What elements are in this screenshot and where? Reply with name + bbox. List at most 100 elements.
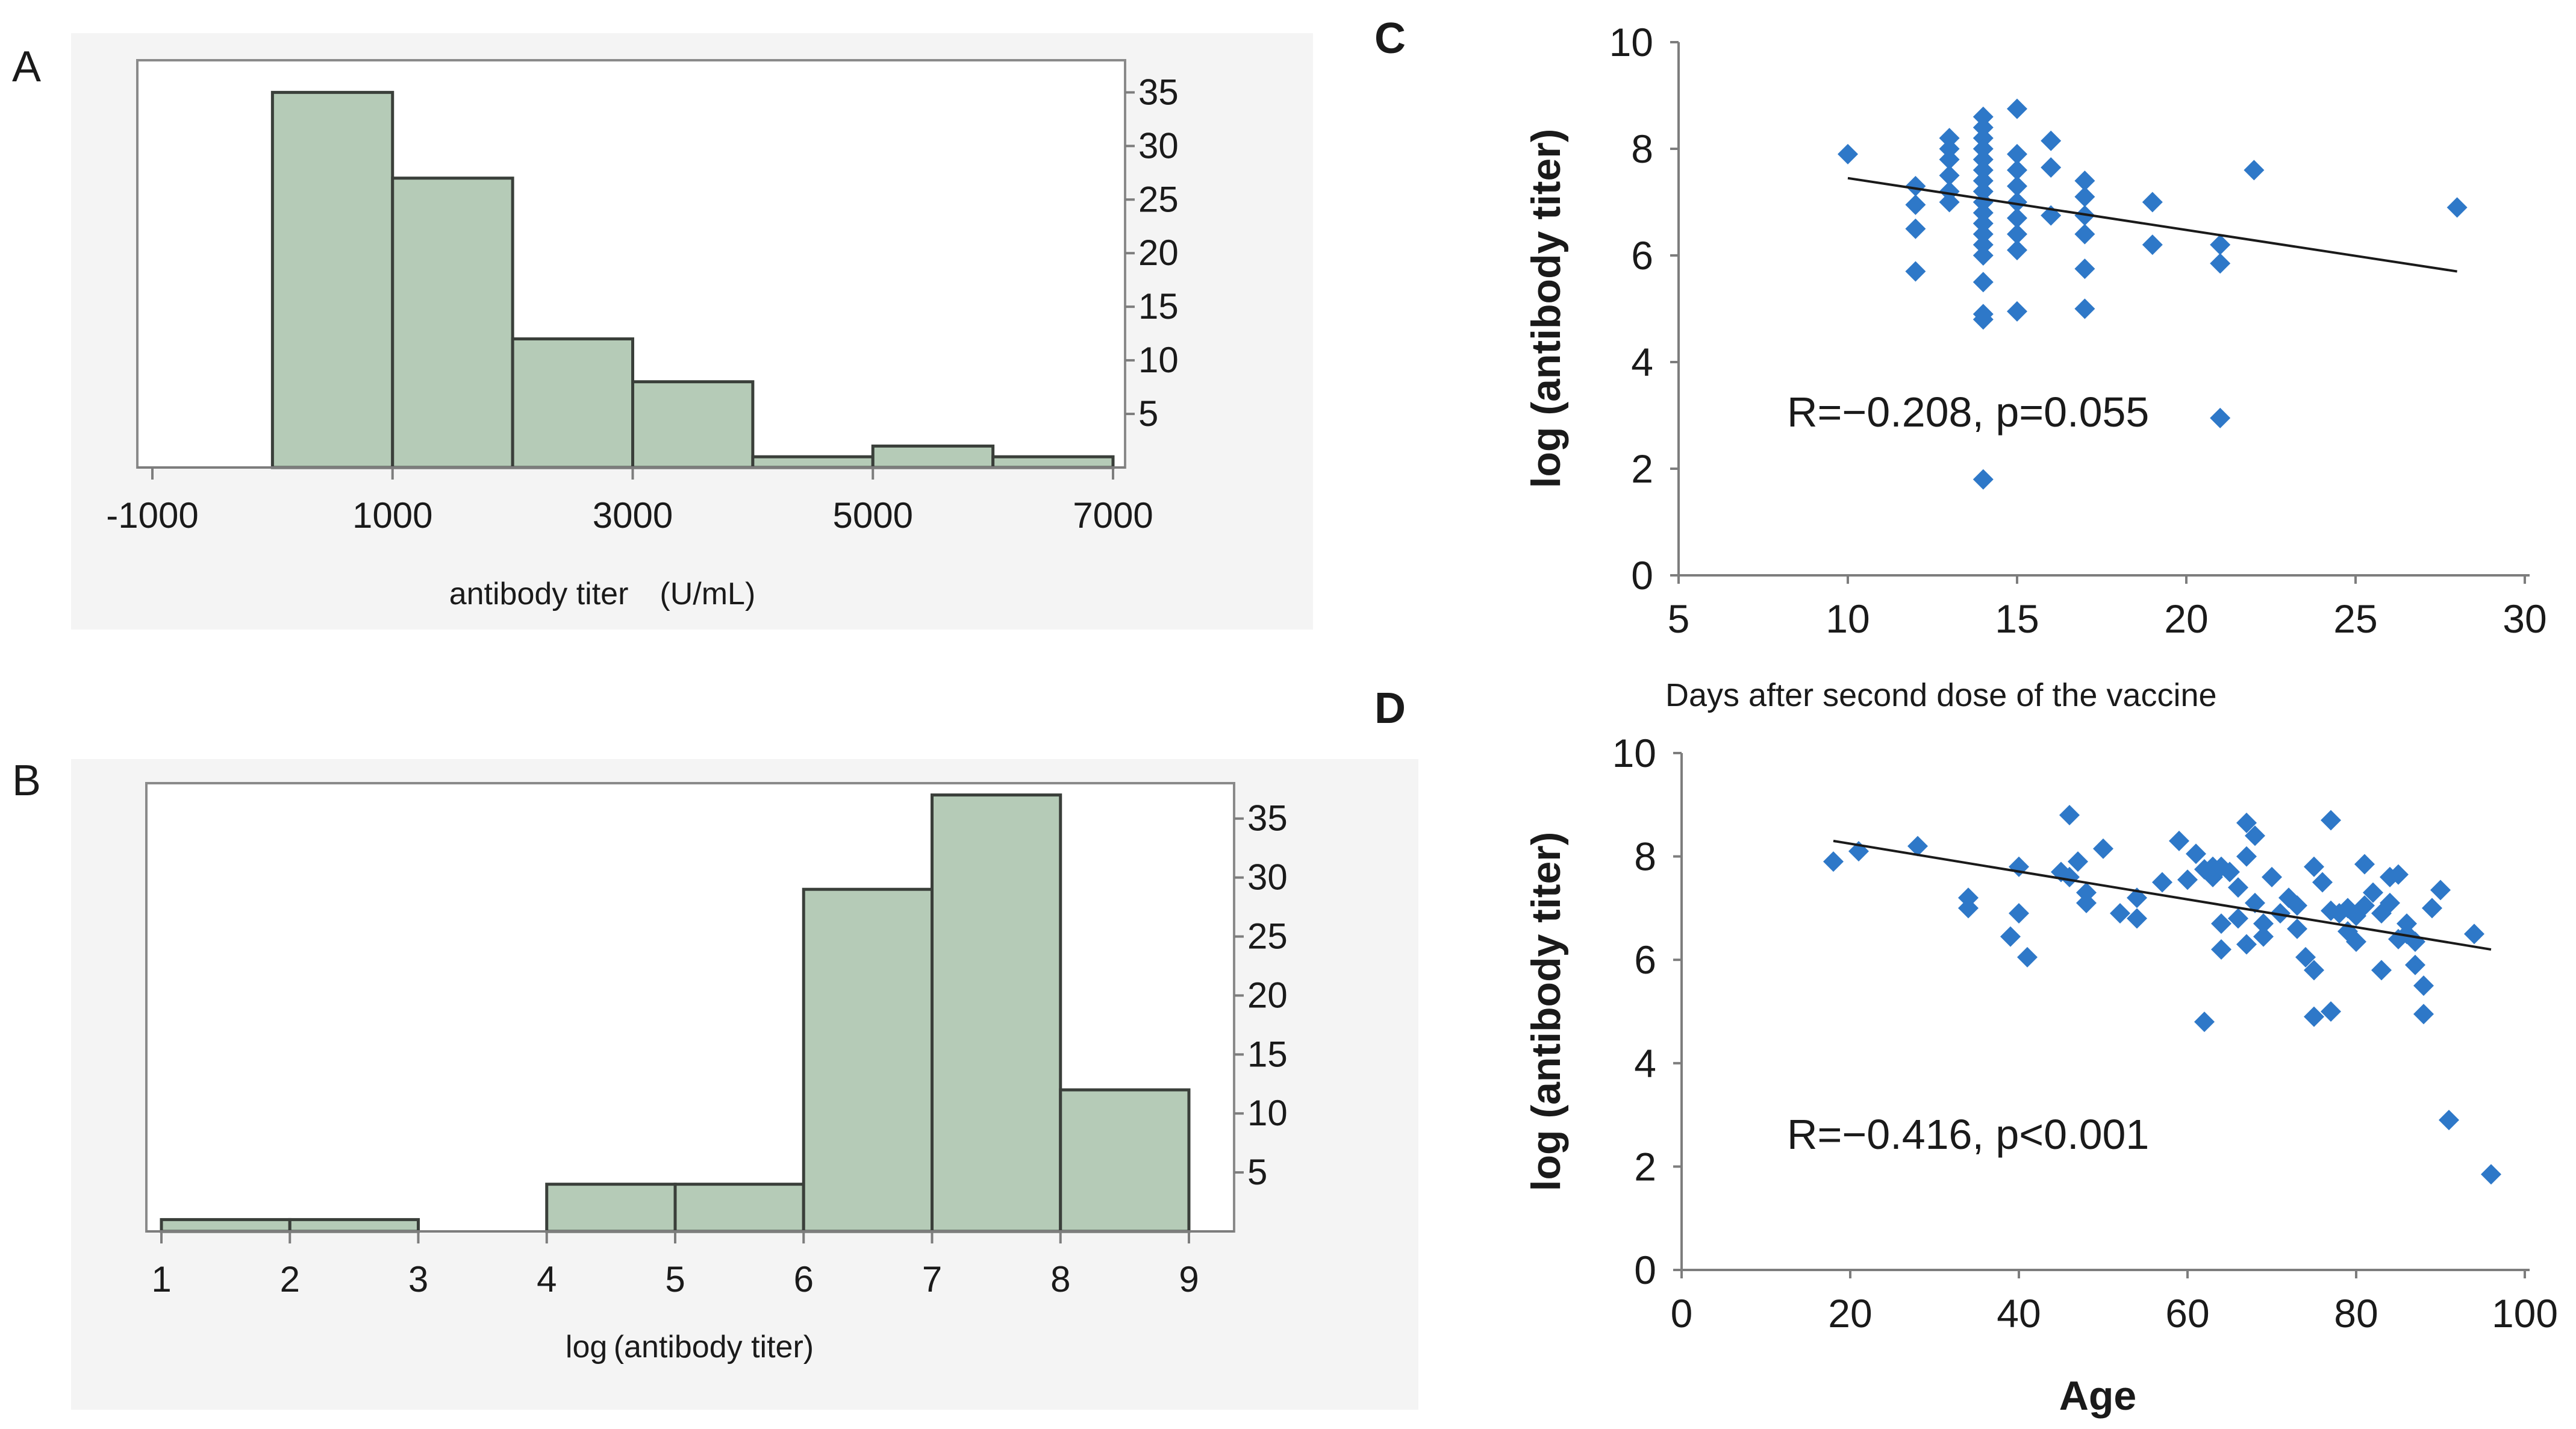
- panel-c-point-33: [2007, 192, 2027, 213]
- panel-c-point-8: [1939, 165, 1960, 186]
- panel-c-point-48: [2142, 234, 2163, 255]
- panel-d-point-32: [2228, 877, 2248, 898]
- panel-c-label: C: [1374, 14, 1406, 63]
- panel-d-y-tick-label-4: 8: [1634, 834, 1656, 879]
- panel-b-y-tick-label-2: 15: [1247, 1034, 1288, 1074]
- panel-a-x-tick-label-4: 7000: [1073, 495, 1153, 536]
- panel-d-x-tick-label-4: 80: [2334, 1291, 2378, 1336]
- panel-c-point-27: [1973, 309, 1994, 330]
- panel-c-point-12: [1973, 117, 1994, 138]
- panel-d-point-15: [2093, 838, 2113, 859]
- panel-d: D 0 2 4 6 8 10 0 20 40 60 80 100 R=−0.416, p<0.001…: [1374, 684, 2558, 1419]
- panel-d-point-46: [2295, 946, 2316, 968]
- panel-d-point-11: [2059, 866, 2080, 887]
- panel-d-point-18: [2127, 908, 2147, 929]
- panel-a-y-tick-label-2: 15: [1138, 286, 1179, 327]
- panel-b-x-tick-label-7: 8: [1050, 1259, 1070, 1299]
- panel-b-label: B: [12, 757, 41, 805]
- panel-a-bar-5: [871, 444, 995, 469]
- panel-c-point-28: [1973, 469, 1994, 490]
- panel-b-y-tick-label-1: 10: [1247, 1093, 1288, 1133]
- panel-d-point-3: [1958, 887, 1979, 908]
- panel-c-point-0: [1838, 143, 1858, 164]
- panel-b-bar-5: [931, 793, 1062, 1233]
- panel-c-x-tick-label-1: 10: [1826, 596, 1870, 641]
- panel-c-y-tick-label-2: 4: [1631, 340, 1653, 384]
- panel-d-point-34: [2236, 812, 2257, 833]
- panel-d-label: D: [1374, 684, 1406, 733]
- panel-c-point-51: [2210, 407, 2231, 428]
- panel-c-point-1: [1905, 175, 1926, 196]
- panel-d-point-37: [2245, 892, 2265, 913]
- panel-d-y-tick-label-5: 10: [1612, 731, 1656, 775]
- panel-d-point-40: [2253, 926, 2274, 947]
- panel-b-bar-3: [673, 1183, 805, 1233]
- panel-c-y-axis-label: log (antibody titer): [1523, 129, 1569, 489]
- panel-d-point-76: [2439, 1110, 2459, 1131]
- panel-c-point-52: [2244, 160, 2265, 181]
- panel-b-x-tick-label-0: 1: [151, 1259, 171, 1299]
- panel-a-x-tick-label-0: -1000: [106, 495, 198, 536]
- panel-a-y-tick-label-0: 5: [1138, 393, 1158, 434]
- panel-b-x-tick-label-1: 2: [280, 1259, 300, 1299]
- panel-c-y-tick-label-1: 2: [1631, 446, 1653, 491]
- panel-d-y-tick-label-1: 2: [1634, 1144, 1656, 1189]
- panel-c-point-31: [2007, 160, 2027, 181]
- panel-c-point-50: [2210, 253, 2231, 274]
- panel-b-bar-4: [802, 887, 934, 1233]
- panel-d-point-28: [2211, 913, 2231, 934]
- panel-d-point-44: [2287, 895, 2307, 916]
- panel-d-point-61: [2363, 882, 2383, 903]
- panel-d-point-47: [2304, 856, 2324, 877]
- panel-c-annotation: R=−0.208, p=0.055: [1787, 389, 2149, 436]
- panel-c-point-42: [2074, 186, 2095, 207]
- panel-b-x-tick-label-6: 7: [922, 1259, 942, 1299]
- panel-b-y-tick-label-6: 35: [1247, 798, 1288, 839]
- panel-b-x-tick-label-5: 6: [794, 1259, 814, 1299]
- panel-d-point-73: [2413, 1004, 2434, 1025]
- panel-c-point-36: [2007, 240, 2027, 261]
- panel-c-y-tick-label-5: 10: [1609, 20, 1653, 64]
- panel-b-x-tick-label-8: 9: [1179, 1259, 1199, 1299]
- panel-c-y-tick-label-3: 6: [1631, 233, 1653, 278]
- panel-d-point-53: [2321, 1001, 2341, 1022]
- panel-c-point-38: [2041, 130, 2062, 151]
- panel-d-point-72: [2413, 975, 2434, 996]
- panel-d-point-66: [2388, 864, 2409, 885]
- panel-d-point-35: [2236, 846, 2257, 867]
- panel-d-point-45: [2287, 918, 2307, 939]
- panel-c-point-32: [2007, 175, 2027, 196]
- panel-d-trendline: [1833, 839, 2492, 951]
- panel-d-point-60: [2354, 895, 2375, 916]
- panel-c-point-13: [1973, 128, 1994, 149]
- panel-c-point-22: [1973, 224, 1994, 245]
- panel-a-y-tick-label-6: 35: [1138, 72, 1179, 112]
- panel-a-y-tick-label-1: 10: [1138, 340, 1179, 380]
- panel-a-y-tick-label-3: 20: [1138, 233, 1179, 273]
- panel-d-point-78: [2481, 1164, 2501, 1185]
- panel-c-point-9: [1939, 181, 1960, 202]
- panel-d-point-59: [2354, 854, 2375, 875]
- panel-d-point-65: [2380, 892, 2400, 913]
- panel-d-point-16: [2110, 902, 2130, 924]
- panel-d-point-20: [2169, 830, 2189, 851]
- panel-b-y-tick-label-0: 5: [1247, 1152, 1267, 1192]
- panel-d-y-tick-label-0: 0: [1634, 1248, 1656, 1292]
- panel-b-bar-0: [160, 1218, 292, 1233]
- panel-c-point-3: [1905, 218, 1926, 239]
- panel-c-x-tick-label-0: 5: [1668, 596, 1690, 641]
- panel-c-x-tick-label-4: 25: [2333, 596, 2377, 641]
- panel-b-x-tick-label-3: 4: [537, 1259, 557, 1299]
- panel-d-x-tick-label-1: 20: [1828, 1291, 1872, 1336]
- panel-a-bar-1: [391, 177, 514, 469]
- panel-c-x-tick-label-5: 30: [2503, 596, 2546, 641]
- panel-d-y-tick-label-2: 4: [1634, 1041, 1656, 1086]
- panel-c-point-5: [1939, 128, 1960, 149]
- panel-d-point-51: [2321, 810, 2341, 831]
- panel-a-bar-4: [751, 455, 875, 469]
- panel-d-point-36: [2236, 934, 2257, 955]
- panel-d-point-41: [2262, 866, 2282, 887]
- panel-d-x-tick-label-0: 0: [1671, 1291, 1693, 1336]
- panel-d-point-31: [2219, 861, 2240, 883]
- panel-c-point-20: [1973, 202, 1994, 224]
